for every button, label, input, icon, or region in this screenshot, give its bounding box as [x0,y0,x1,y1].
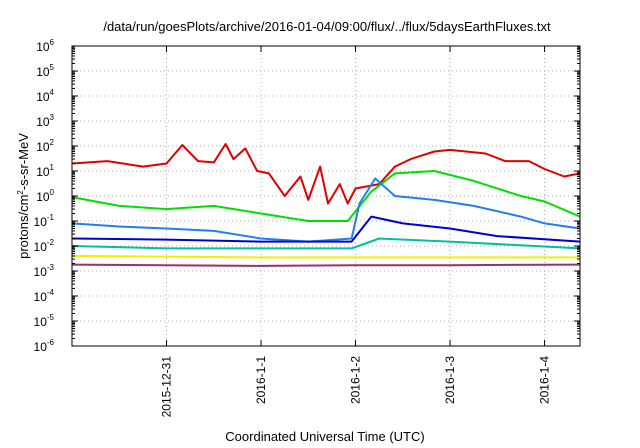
x-tick-label: 2016-1-2 [349,356,363,404]
x-tick-label: 2016-1-1 [254,356,268,404]
series-line [71,254,580,259]
x-tick-label: 2015-12-31 [160,356,174,418]
series-line [71,215,581,243]
y-tick-label: 10-6 [34,338,55,354]
y-axis: 106 105 104 103 102 101 100 10-1 10-2 10-3 10-4 10-… [34,38,580,354]
series-group [71,143,581,267]
y-tick-label: 10-4 [34,288,55,304]
series-line [71,237,581,250]
grid [72,46,580,346]
x-tick-label: 2016-1-3 [443,356,457,404]
y-tick-label: 10-2 [34,238,55,254]
x-axis-label: Coordinated Universal Time (UTC) [225,429,424,444]
y-tick-label: 105 [36,63,54,79]
y-tick-label: 106 [36,38,54,54]
series-line [71,177,581,243]
y-tick-label: 10-5 [34,313,55,329]
y-tick-label: 102 [36,138,54,154]
x-axis: 2015-12-31 2016-1-1 2016-1-2 2016-1-3 2016-1… [160,46,552,417]
y-tick-label: 10-1 [34,213,55,229]
series-line [71,143,581,205]
chart-title: /data/run/goesPlots/archive/2016-01-04/0… [103,19,551,34]
y-tick-label: 10-3 [34,263,55,279]
x-tick-label: 2016-1-4 [538,356,552,404]
series-line [71,263,581,267]
y-tick-label: 103 [36,113,54,129]
y-axis-label: protons/cm2-s-sr-MeV [16,133,31,259]
y-tick-label: 101 [36,163,54,179]
y-tick-label: 104 [36,88,54,104]
y-tick-label: 100 [36,188,54,204]
